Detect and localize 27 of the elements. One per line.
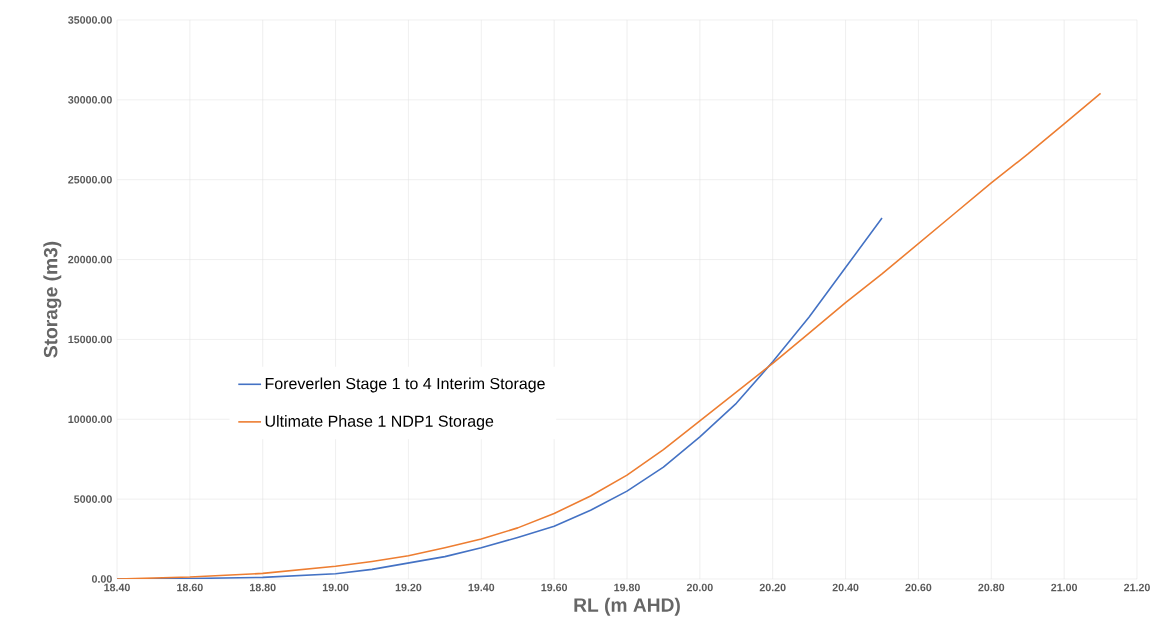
- x-tick-label: 18.80: [250, 583, 276, 592]
- y-tick-label: 5000.00: [74, 495, 112, 503]
- x-tick-label: 20.00: [686, 583, 713, 592]
- y-tick-label: 20000.00: [68, 255, 112, 264]
- x-tick-label: 20.20: [759, 583, 786, 592]
- y-axis-title: Storage (m3): [43, 241, 62, 358]
- legend-label: Foreverlen Stage 1 to 4 Interim Storage: [265, 377, 545, 393]
- x-tick-label: 20.60: [905, 583, 932, 592]
- x-tick-label: 19.20: [395, 583, 422, 592]
- y-tick-label: 10000.00: [68, 415, 112, 424]
- y-tick-label: 0.00: [91, 575, 112, 583]
- y-tick-label: 15000.00: [68, 335, 112, 344]
- y-tick-label: 30000.00: [68, 96, 112, 104]
- x-tick-label: 19.40: [468, 583, 495, 592]
- x-axis-title: RL (m AHD): [574, 597, 680, 616]
- legend-label: Ultimate Phase 1 NDP1 Storage: [265, 415, 494, 431]
- y-tick-label: 35000.00: [68, 16, 112, 24]
- x-tick-label: 19.60: [541, 583, 568, 592]
- x-tick-label: 21.00: [1051, 583, 1078, 592]
- x-tick-label: 18.40: [104, 583, 130, 592]
- x-tick-label: 19.00: [322, 583, 349, 592]
- x-tick-label: 20.80: [978, 583, 1005, 592]
- x-tick-label: 18.60: [177, 583, 203, 592]
- x-tick-label: 20.40: [832, 583, 859, 592]
- x-tick-label: 19.80: [614, 583, 640, 592]
- x-tick-label: 21.20: [1124, 583, 1150, 592]
- y-tick-label: 25000.00: [68, 175, 112, 184]
